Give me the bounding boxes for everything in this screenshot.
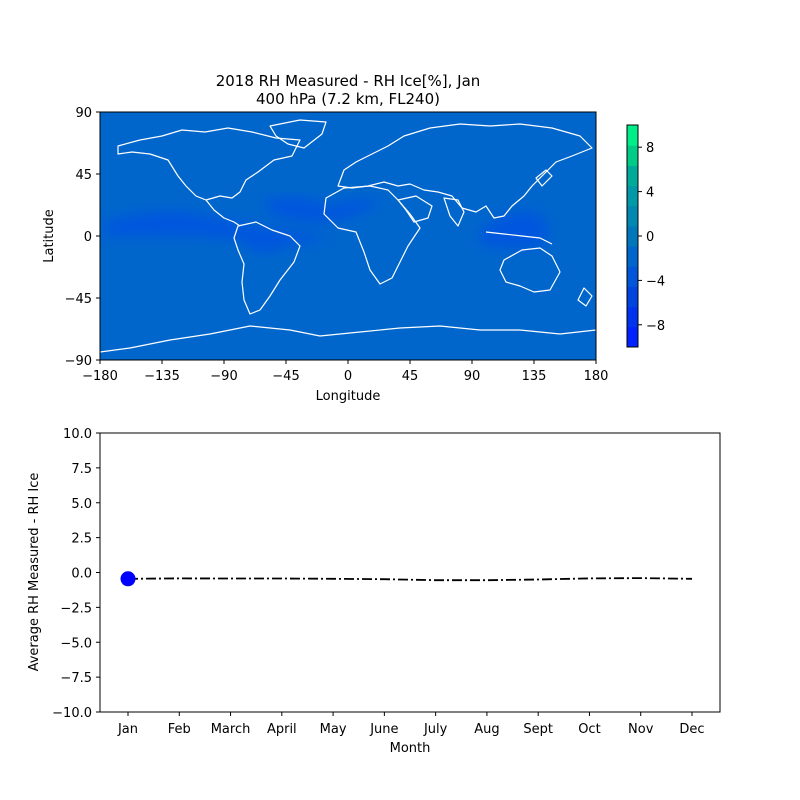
map-y-tick-label: 0 [84, 230, 92, 245]
colorbar-tick-label: 0 [646, 230, 654, 245]
colorbar-segment [627, 165, 638, 187]
series-line [127, 577, 693, 582]
line-y-tick-label: −2.5 [60, 601, 92, 616]
map-x-tick-label: 90 [464, 369, 481, 384]
line-y-axis-label: Average RH Measured - RH Ice [27, 473, 42, 672]
coastlines [100, 119, 596, 353]
map-anomalies [105, 197, 548, 252]
map-x-tick-label: 135 [522, 369, 547, 384]
line-y-tick-label: −7.5 [60, 671, 92, 686]
colorbar-segment [627, 205, 638, 227]
map-panel: 2018 RH Measured - RH Ice[%], Jan 400 hP… [42, 72, 665, 404]
coastline-japan [535, 169, 553, 187]
map-y-tick-label: 90 [75, 106, 92, 121]
line-y-tick-label: 7.5 [71, 462, 92, 477]
line-y-ticks: 10.0 7.5 5.0 2.5 0.0 −2.5 −5.0 −7.5 −10.0 [52, 427, 100, 721]
colorbar-segment [627, 266, 638, 287]
colorbar-segment [627, 225, 638, 247]
line-x-ticks: Jan Feb March April May June July Aug Sept Oct Nov… [117, 712, 705, 737]
coastline-south-america [233, 221, 301, 315]
line-x-tick-label: Feb [168, 722, 191, 737]
map-x-ticks: −180 −135 −90 −45 0 45 90 135 180 [82, 360, 608, 384]
line-x-tick-label: Dec [679, 722, 704, 737]
coastline-north-america [117, 127, 301, 201]
map-y-ticks: −90 −45 0 45 90 [65, 106, 100, 369]
map-x-tick-label: −90 [210, 369, 237, 384]
map-x-tick-label: 45 [402, 369, 419, 384]
map-x-tick-label: −45 [272, 369, 299, 384]
coastline-indonesia [485, 231, 553, 245]
colorbar-tick-label: −4 [646, 274, 665, 289]
line-panel: 10.0 7.5 5.0 2.5 0.0 −2.5 −5.0 −7.5 −10.0 Jan Feb… [27, 427, 721, 756]
coastline-antarctica [100, 325, 596, 353]
map-x-tick-label: −135 [144, 369, 180, 384]
map-y-tick-label: −45 [65, 292, 92, 307]
coastline-new-zealand [577, 287, 593, 307]
line-plot-frame [99, 432, 721, 713]
map-y-tick-label: −90 [65, 354, 92, 369]
line-x-tick-label: March [211, 722, 251, 737]
line-x-tick-label: July [423, 722, 448, 737]
map-x-tick-label: 180 [584, 369, 609, 384]
line-x-tick-label: Oct [578, 722, 600, 737]
line-y-tick-label: −10.0 [52, 706, 92, 721]
map-x-tick-label: −180 [82, 369, 118, 384]
map-y-axis-label: Latitude [42, 209, 57, 263]
line-x-tick-label: June [369, 722, 398, 737]
colorbar-segment [627, 326, 638, 348]
colorbar-segment [627, 286, 638, 308]
map-x-axis-label: Longitude [316, 389, 381, 404]
line-y-tick-label: −5.0 [60, 636, 92, 651]
colorbar-tick-label: −8 [646, 319, 665, 334]
coastline-eurasia [337, 123, 593, 219]
line-x-tick-label: Sept [523, 722, 553, 737]
coastline-india [443, 197, 465, 227]
map-title-line1: 2018 RH Measured - RH Ice[%], Jan [216, 72, 481, 90]
coastline-australia [499, 247, 561, 293]
colorbar-segment [627, 145, 638, 166]
line-x-tick-label: May [320, 722, 347, 737]
line-x-tick-label: Aug [474, 722, 499, 737]
coastline-central-america [205, 199, 241, 227]
colorbar-segment [627, 306, 638, 328]
colorbar-segment [627, 185, 638, 207]
line-x-tick-label: Nov [628, 722, 654, 737]
map-title-line2: 400 hPa (7.2 km, FL240) [256, 90, 440, 108]
anomaly-west-pacific [480, 211, 548, 248]
map-x-tick-label: 0 [344, 369, 352, 384]
anomaly-south-america [240, 230, 295, 252]
line-x-tick-label: Jan [117, 722, 138, 737]
coastline-africa [323, 185, 421, 285]
line-y-tick-label: 10.0 [63, 427, 92, 442]
coastline-greenland [269, 119, 327, 149]
colorbar-tick-label: 8 [646, 141, 654, 156]
line-x-tick-label: April [267, 722, 297, 737]
colorbar: 8 4 0 −4 −8 [626, 124, 665, 348]
line-y-tick-label: 0.0 [71, 567, 92, 582]
colorbar-tick-label: 4 [646, 186, 654, 201]
line-x-axis-label: Month [390, 741, 431, 756]
highlight-point [120, 571, 136, 587]
colorbar-segment [627, 125, 638, 146]
line-y-tick-label: 5.0 [71, 497, 92, 512]
anomaly-atlantic-africa [265, 197, 380, 223]
map-y-tick-label: 45 [75, 168, 92, 183]
coastline-arabia [397, 195, 433, 223]
line-y-tick-label: 2.5 [71, 532, 92, 547]
colorbar-segment [627, 246, 638, 267]
